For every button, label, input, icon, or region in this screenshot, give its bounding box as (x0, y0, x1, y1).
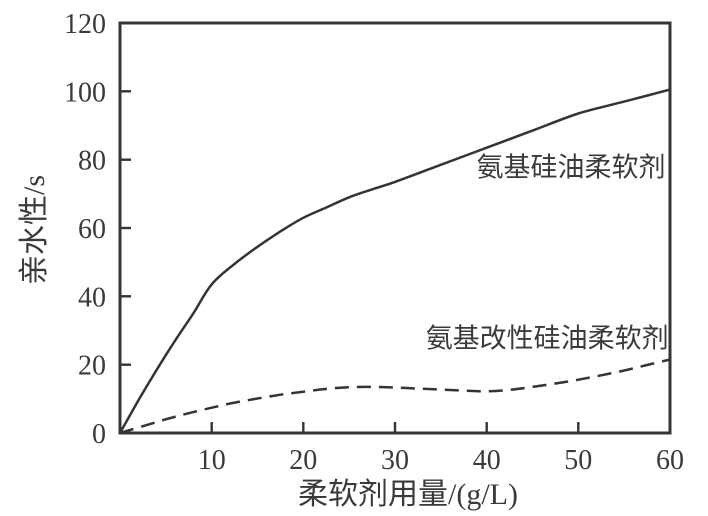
series-label-0: 氨基硅油柔软剂 (477, 153, 666, 183)
y-tick-label: 0 (92, 419, 106, 450)
x-tick-label: 40 (473, 445, 501, 476)
y-tick-label: 120 (64, 9, 106, 40)
series-line-solid (118, 88, 671, 434)
x-tick-label: 10 (198, 445, 226, 476)
y-tick-label: 40 (78, 282, 106, 313)
plot-frame (118, 21, 672, 435)
x-tick-label: 50 (564, 445, 592, 476)
y-tick-label: 80 (78, 146, 106, 177)
x-tick-label: 20 (289, 445, 317, 476)
y-tick-label: 100 (64, 77, 106, 108)
x-tick-label: 60 (656, 445, 684, 476)
y-tick-label: 20 (78, 351, 106, 382)
x-tick-label: 30 (381, 445, 409, 476)
series-label-1: 氨基改性硅油柔软剂 (426, 323, 669, 353)
series-line-dashed (119, 358, 671, 435)
x-axis-title: 柔软剂用量/(g/L) (298, 478, 518, 511)
y-tick-label: 60 (78, 214, 106, 245)
y-axis-title: 亲水性/s (18, 175, 51, 285)
